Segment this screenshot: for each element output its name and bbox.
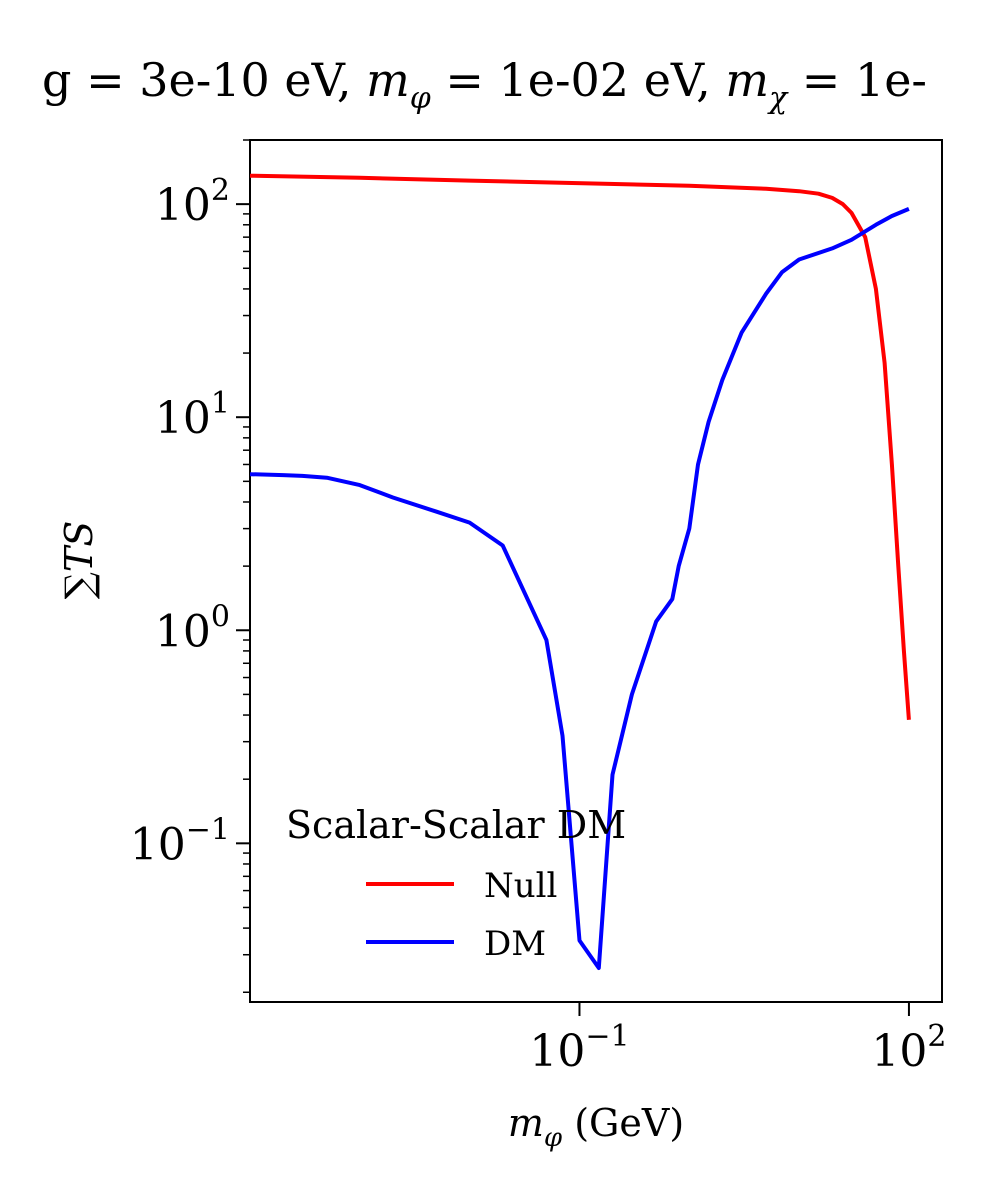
chart-title: g = 3e-10 eV, mφ = 1e-02 eV, mχ = 1e- xyxy=(42,53,927,116)
y-axis-label: ∑TS xyxy=(57,521,101,600)
y-tick-label: 101 xyxy=(155,386,230,444)
series-lines xyxy=(249,173,911,970)
y-tick-label: 100 xyxy=(155,599,230,657)
legend: Scalar-Scalar DM Null DM xyxy=(286,803,626,964)
y-tick-label: 102 xyxy=(155,173,230,231)
y-axis-ticks: 10−1 100 101 102 xyxy=(130,173,250,870)
x-axis-label: mφ (GeV) xyxy=(508,1101,684,1153)
x-tick-label: 102 xyxy=(871,1019,946,1077)
x-axis-ticks: 10−1 102 xyxy=(529,1002,946,1077)
y-tick-label: 10−1 xyxy=(130,812,230,870)
series-line-null xyxy=(249,173,911,720)
series-line-dm xyxy=(249,207,910,970)
y-minor-ticks xyxy=(243,139,250,994)
legend-label-null: Null xyxy=(484,866,557,906)
legend-title: Scalar-Scalar DM xyxy=(286,803,626,847)
x-tick-label: 10−1 xyxy=(529,1019,629,1077)
plot-frame xyxy=(249,139,943,1003)
legend-label-dm: DM xyxy=(484,924,546,964)
